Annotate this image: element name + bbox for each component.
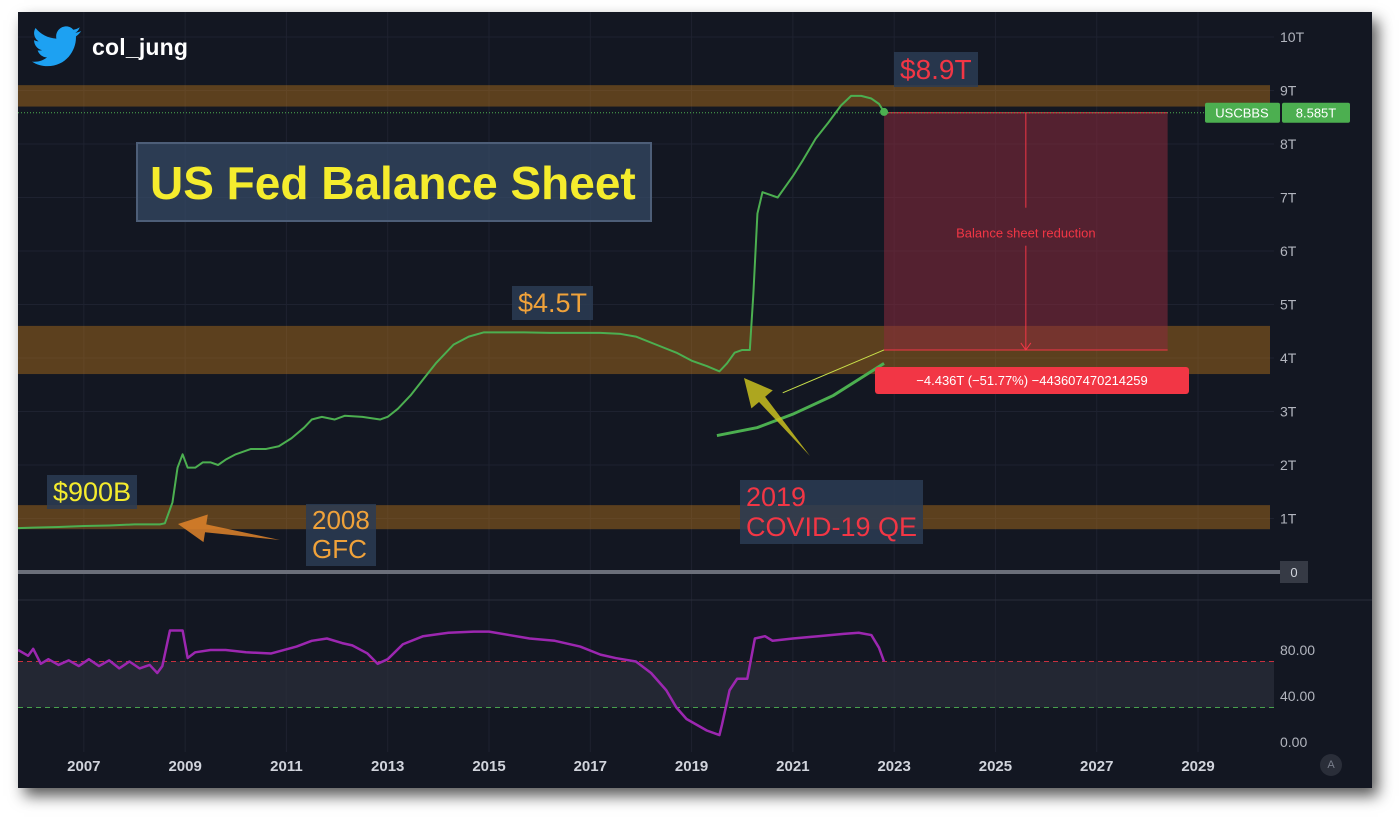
peak-annotation: $8.9T (894, 52, 978, 88)
zero-badge (1280, 561, 1308, 583)
chart-title: US Fed Balance Sheet (136, 142, 652, 222)
x-tick-label: 2019 (675, 758, 708, 775)
chart-frame: Balance sheet reduction −4.436T (−51.77%)… (18, 12, 1372, 788)
gfc-arrow (178, 514, 280, 543)
x-tick-label: 2011 (270, 758, 303, 775)
x-tick-label: 2027 (1080, 758, 1113, 775)
y-tick-label: 9T (1280, 83, 1297, 99)
reduction-arrowhead (1020, 342, 1032, 351)
trend-curve (716, 362, 885, 438)
y-tick-label: 7T (1280, 190, 1297, 206)
y-tick-label: 5T (1280, 297, 1297, 313)
start-annotation: $900B (47, 475, 138, 510)
y-tick-label: 2T (1280, 457, 1297, 473)
last-value-badge (1282, 102, 1350, 123)
x-tick-label: 2023 (877, 758, 910, 775)
brand: col_jung (32, 26, 188, 68)
zero-line (18, 570, 1280, 574)
symbol-badge (1205, 102, 1280, 123)
measure-result-badge (875, 367, 1189, 394)
oscillator-tick-label: 80.00 (1280, 642, 1315, 658)
y-tick-label: 3T (1280, 404, 1297, 420)
y-tick-label: 10T (1280, 29, 1305, 45)
gfc-annotation: 2008 GFC (306, 504, 376, 567)
plateau-annotation: $4.5T (512, 286, 594, 321)
symbol-label: USCBBS (1215, 106, 1269, 121)
y-tick-label: 4T (1280, 350, 1297, 366)
brand-name: col_jung (92, 33, 189, 60)
band-8-9t (18, 85, 1270, 107)
measure-result-label: −4.436T (−51.77%) −443607470214259 (916, 373, 1147, 388)
oscillator-line (18, 629, 886, 737)
last-value-label: 8.585T (1296, 106, 1337, 121)
band-900b (18, 505, 1270, 530)
x-tick-label: 2025 (979, 758, 1012, 775)
x-tick-label: 2017 (574, 758, 607, 775)
balance-sheet-chart: Balance sheet reduction −4.436T (−51.77%)… (18, 12, 1372, 775)
auto-scale-button[interactable]: A (1320, 754, 1342, 776)
x-tick-label: 2009 (168, 758, 201, 775)
y-tick-label: 1T (1280, 511, 1297, 527)
x-tick-label: 2029 (1181, 758, 1214, 775)
covid-annotation: 2019 COVID-19 QE (740, 480, 924, 545)
x-tick-label: 2007 (67, 758, 100, 775)
x-tick-label: 2021 (776, 758, 809, 775)
trend-thin-line (782, 349, 885, 394)
oscillator-tick-label: 40.00 (1280, 688, 1315, 704)
oscillator-tick-label: 0.00 (1280, 734, 1307, 750)
y-tick-label-zero: 0 (1290, 565, 1297, 580)
x-tick-label: 2015 (472, 758, 505, 775)
x-tick-label: 2013 (371, 758, 404, 775)
balance-sheet-line (18, 94, 885, 530)
last-point-marker (880, 107, 889, 116)
reduction-label: Balance sheet reduction (956, 226, 1095, 241)
y-tick-label: 8T (1280, 136, 1297, 152)
twitter-bird-icon (32, 26, 82, 67)
covid-arrow (744, 378, 810, 456)
y-tick-label: 6T (1280, 243, 1297, 259)
